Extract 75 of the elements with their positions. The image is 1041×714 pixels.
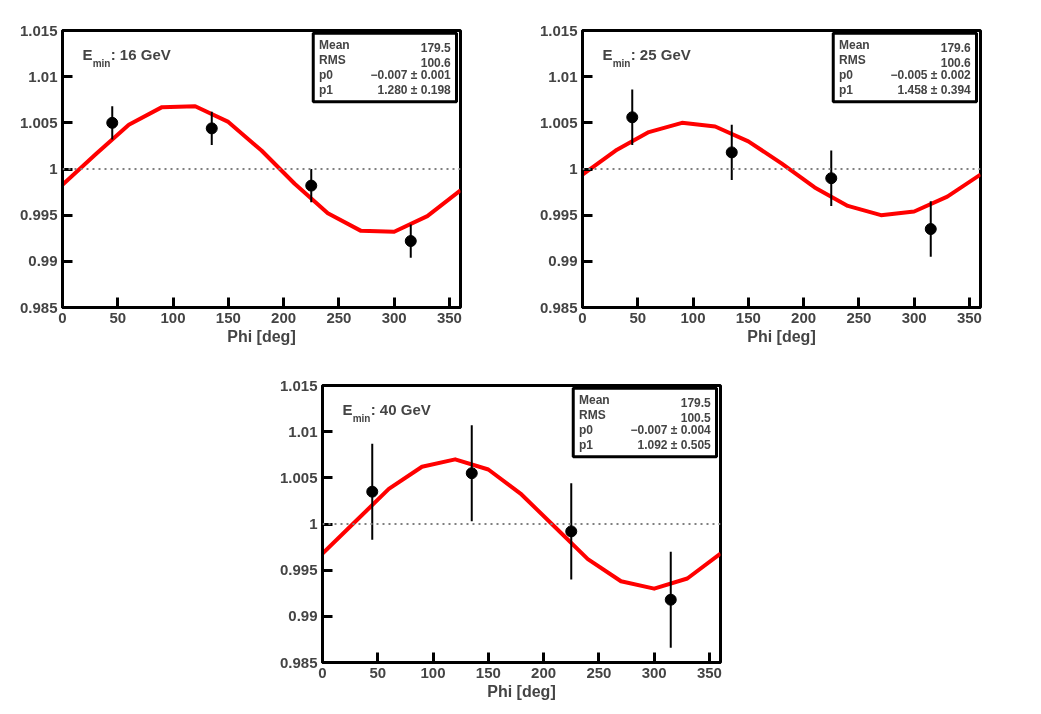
- point: [725, 146, 738, 159]
- x-tick-label: 200: [791, 308, 817, 326]
- point: [366, 485, 379, 498]
- y-tick-label: 1.005: [539, 113, 578, 131]
- x-tick-label: 0: [578, 308, 587, 326]
- y-tick-label: 1: [49, 160, 58, 177]
- x-tick-label: 300: [901, 308, 927, 326]
- y-tick-label: 1.01: [548, 67, 578, 85]
- x-tick-label: 350: [436, 308, 462, 326]
- x-axis-title: Phi [deg]: [747, 327, 816, 345]
- text: Mean 179.6: [838, 37, 971, 55]
- point: [404, 235, 417, 248]
- x-tick-label: 100: [420, 663, 446, 681]
- y-tick-label: 0.99: [548, 252, 578, 270]
- y-tick-label: 1.005: [279, 468, 318, 486]
- y-tick-label: 0.995: [279, 561, 318, 579]
- x-tick-label: 350: [956, 308, 982, 326]
- text: RMS 100.6: [318, 52, 451, 70]
- y-tick-label: 1: [569, 160, 578, 177]
- y-tick-label: 0.99: [28, 252, 58, 270]
- line-series: [62, 104, 461, 234]
- x-tick-label: 50: [629, 308, 647, 326]
- y-tick-label: 0.995: [19, 206, 58, 224]
- x-tick-label: 50: [109, 308, 127, 326]
- text: p0 −0.007 ± 0.001: [318, 68, 451, 83]
- x-axis-title: Phi [deg]: [227, 327, 296, 345]
- x-tick-label: 300: [381, 308, 407, 326]
- line-series: [582, 120, 981, 218]
- y-tick-label: 1.01: [288, 422, 318, 440]
- x-tick-label: 150: [215, 308, 241, 326]
- text: RMS 100.5: [578, 407, 711, 425]
- x-tick-label: 100: [160, 308, 186, 326]
- y-tick-label: 1.015: [19, 21, 58, 39]
- x-tick-label: 300: [641, 663, 667, 681]
- y-tick-label: 1.015: [279, 376, 318, 394]
- x-tick-label: 50: [369, 663, 387, 681]
- x-tick-label: 250: [326, 308, 352, 326]
- y-tick-label: 0.985: [279, 653, 318, 671]
- x-tick-label: 350: [696, 663, 722, 681]
- x-tick-label: 0: [318, 663, 327, 681]
- point: [664, 593, 677, 606]
- point: [924, 223, 937, 236]
- text: Mean 179.5: [318, 37, 451, 55]
- x-tick-label: 100: [680, 308, 706, 326]
- y-tick-label: 1.015: [539, 21, 578, 39]
- point: [305, 179, 318, 192]
- x-tick-label: 150: [475, 663, 501, 681]
- line-series: [322, 457, 721, 591]
- text: p1 1.092 ± 0.505: [578, 438, 711, 453]
- y-tick-label: 0.99: [288, 607, 318, 625]
- x-tick-label: 150: [735, 308, 761, 326]
- text: p1 1.458 ± 0.394: [838, 83, 971, 98]
- point: [565, 525, 578, 538]
- y-tick-label: 0.995: [539, 206, 578, 224]
- y-tick-label: 0.985: [539, 298, 578, 316]
- x-tick-label: 250: [846, 308, 872, 326]
- x-tick-label: 200: [531, 663, 557, 681]
- point: [825, 172, 838, 185]
- x-tick-label: 0: [58, 308, 67, 326]
- text: RMS 100.6: [838, 52, 971, 70]
- y-tick-label: 0.985: [19, 298, 58, 316]
- text: p0 −0.007 ± 0.004: [578, 423, 711, 438]
- text: p0 −0.005 ± 0.002: [838, 68, 971, 83]
- point: [106, 116, 119, 129]
- point: [626, 111, 639, 124]
- y-tick-label: 1.005: [19, 113, 58, 131]
- point: [465, 467, 478, 480]
- point: [205, 122, 218, 135]
- x-axis-title: Phi [deg]: [487, 682, 556, 700]
- text: p1 1.280 ± 0.198: [318, 83, 451, 98]
- y-tick-label: 1: [309, 515, 318, 532]
- x-tick-label: 200: [271, 308, 297, 326]
- text: Mean 179.5: [578, 392, 711, 410]
- y-tick-label: 1.01: [28, 67, 58, 85]
- x-tick-label: 250: [586, 663, 612, 681]
